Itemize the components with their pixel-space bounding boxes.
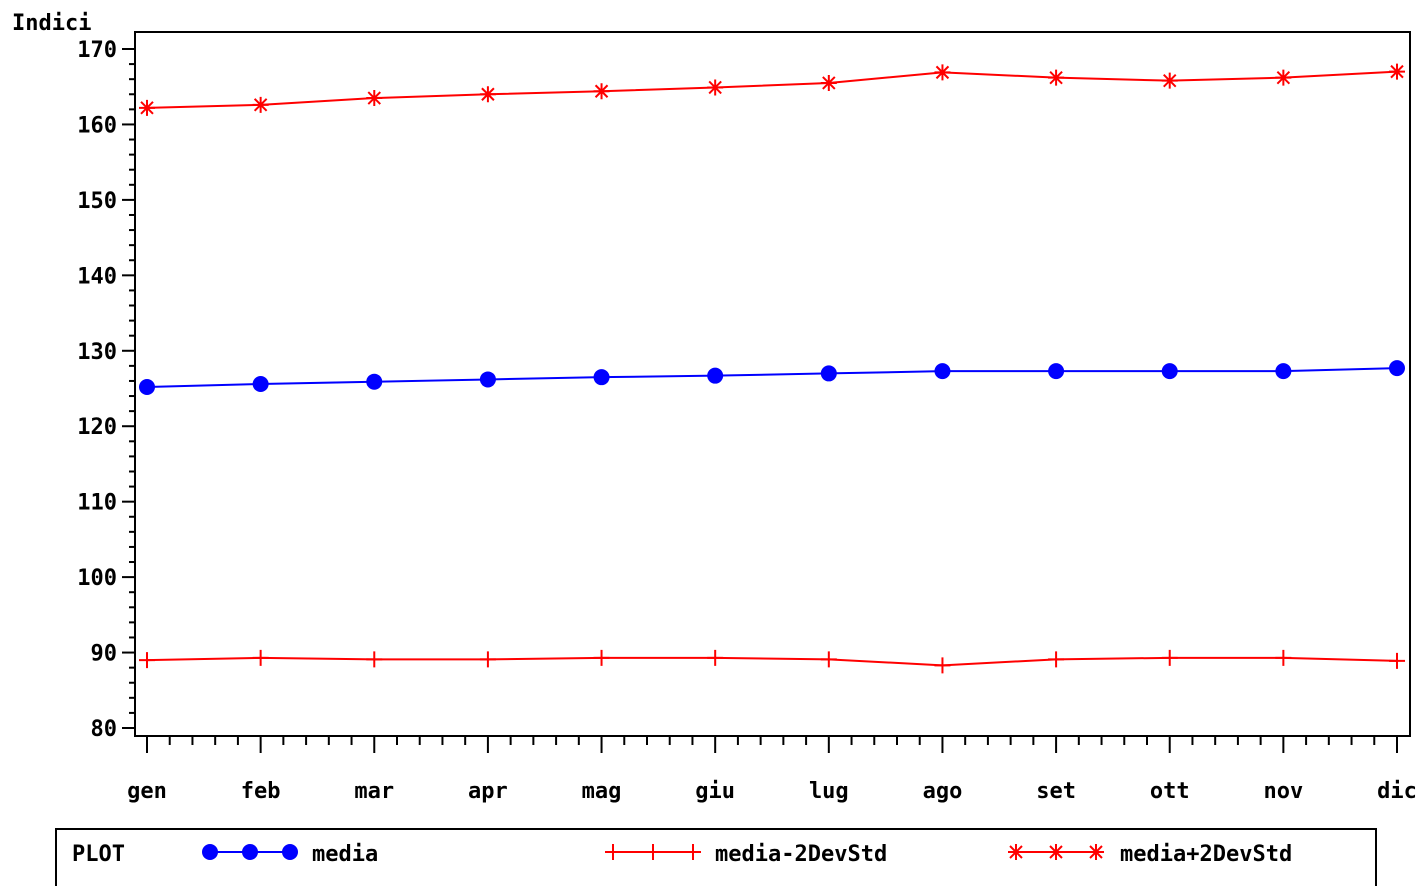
series-1-point: [252, 649, 269, 666]
series-0-point: [1275, 363, 1292, 380]
x-tick-label: gen: [127, 779, 167, 804]
series-2-point: [593, 83, 610, 100]
series-1-point: [593, 649, 610, 666]
series-line-2: [146, 70, 1398, 109]
series-0-point: [252, 375, 269, 392]
series-line-0: [146, 367, 1398, 388]
series-0-point: [366, 373, 383, 390]
series-1-point: [1389, 652, 1405, 669]
y-tick-label: 140: [77, 264, 117, 289]
legend-sample-marker-1: [645, 844, 661, 860]
series-1-point: [1275, 649, 1292, 666]
series-1-point: [820, 651, 837, 668]
series-1-point: [1048, 651, 1065, 668]
legend-label-media-plus: media+2DevStd: [1120, 842, 1293, 867]
legend-sample-marker-0: [202, 844, 218, 860]
series-2-point: [479, 86, 496, 103]
series-0-point: [1389, 360, 1405, 377]
legend-marks: [202, 844, 1104, 860]
plot-frame: [134, 31, 1411, 737]
x-tick-label: ott: [1150, 779, 1190, 804]
series-0-point: [593, 369, 610, 386]
series-1-point: [707, 649, 724, 666]
x-tick-label: giu: [695, 779, 735, 804]
series-0-point: [1048, 363, 1065, 380]
legend-sample-marker-0: [282, 844, 298, 860]
legend-sample-marker-2: [1088, 844, 1104, 860]
series-2-point: [1275, 69, 1292, 86]
series-1-point: [479, 651, 496, 668]
y-tick-label: 130: [77, 340, 117, 365]
y-axis: 80 90 100 110 120 130 140 150 160 170: [77, 38, 135, 742]
series-2-point: [1389, 63, 1405, 80]
series-2-point: [252, 96, 269, 113]
x-tick-label: set: [1036, 779, 1076, 804]
x-axis: gen feb mar apr mag giu lug ago set ott nov dic: [127, 736, 1417, 804]
series-2-point: [1161, 72, 1178, 89]
legend-sample-marker-2: [1008, 844, 1024, 860]
x-tick-label: mar: [354, 779, 394, 804]
legend-sample-marker-0: [242, 844, 258, 860]
series-2-point: [934, 64, 951, 81]
legend-sample-marker-1: [685, 844, 701, 860]
series-2-point: [1048, 69, 1065, 86]
series-2-point: [139, 99, 155, 116]
series-line-1: [146, 656, 1398, 667]
x-tick-label: apr: [468, 779, 508, 804]
series-0-point: [479, 371, 496, 388]
series-0-point: [139, 378, 155, 395]
x-tick-label: feb: [241, 779, 281, 804]
legend-title: PLOT: [72, 842, 125, 867]
series-1-point: [1161, 649, 1178, 666]
x-tick-label: lug: [809, 779, 849, 804]
y-tick-label: 120: [77, 415, 117, 440]
series-0-point: [934, 363, 951, 380]
x-tick-label: ago: [923, 779, 963, 804]
series-0-point: [1161, 363, 1178, 380]
y-tick-label: 160: [77, 113, 117, 138]
y-tick-label: 170: [77, 38, 117, 63]
y-tick-label: 80: [91, 717, 118, 742]
series-2-point: [820, 74, 837, 91]
x-tick-label: dic: [1377, 779, 1417, 804]
series-0-point: [820, 365, 837, 382]
legend-label-media-minus: media-2DevStd: [715, 842, 888, 867]
series-2-point: [366, 90, 383, 107]
y-tick-label: 150: [77, 189, 117, 214]
series-layer: [139, 63, 1405, 674]
legend-label-media: media: [312, 842, 379, 867]
legend-sample-marker-1: [605, 844, 621, 860]
series-1-point: [366, 651, 383, 668]
x-tick-label: nov: [1263, 779, 1303, 804]
y-axis-label: Indici: [12, 11, 91, 36]
legend-sample-marker-2: [1048, 844, 1064, 860]
legend: [55, 828, 1377, 886]
y-tick-label: 110: [77, 491, 117, 516]
x-tick-label: mag: [582, 779, 622, 804]
series-0-point: [707, 367, 724, 384]
y-tick-label: 100: [77, 566, 117, 591]
series-1-point: [934, 657, 951, 674]
series-2-point: [707, 79, 724, 96]
series-1-point: [139, 652, 155, 669]
y-tick-label: 90: [91, 642, 118, 667]
